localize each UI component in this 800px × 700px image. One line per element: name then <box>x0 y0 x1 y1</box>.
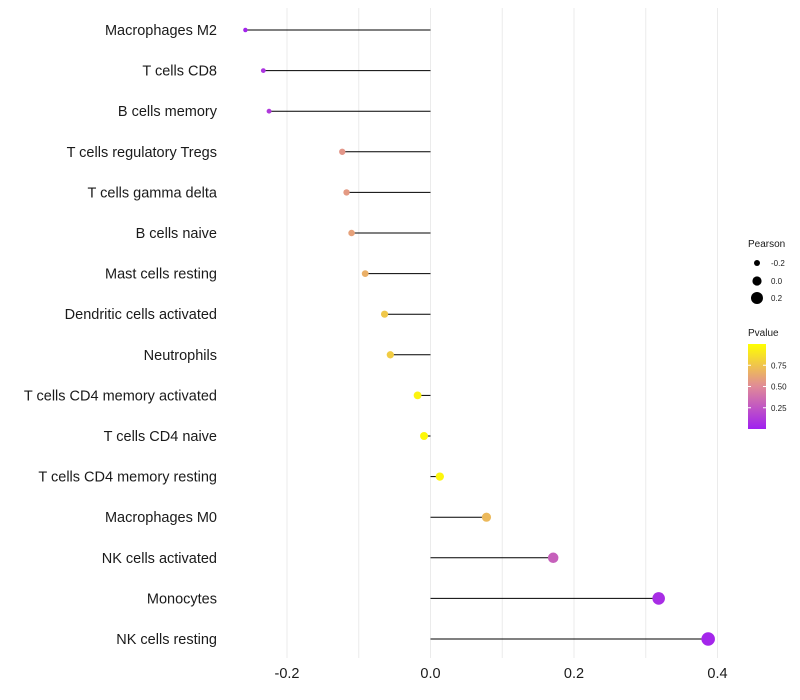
y-category-label: T cells regulatory Tregs <box>67 145 217 161</box>
y-category-label: T cells gamma delta <box>88 185 218 201</box>
size-legend-label: -0.2 <box>771 259 785 268</box>
size-legend-dot <box>754 260 760 266</box>
color-legend-title: Pvalue <box>748 328 779 339</box>
lollipop-point <box>361 270 369 277</box>
x-axis-tick-labels: -0.2 0.0 0.2 0.4 <box>275 666 728 682</box>
y-category-label: Macrophages M2 <box>105 23 217 39</box>
size-legend-label: 0.0 <box>771 277 783 286</box>
lollipop-point <box>266 108 272 114</box>
lollipop-point <box>348 229 355 237</box>
lollipop-point <box>420 432 429 440</box>
x-tick-label: 0.2 <box>564 666 584 682</box>
y-category-label: T cells CD4 memory activated <box>24 388 217 404</box>
y-category-label: T cells CD8 <box>142 64 217 80</box>
size-legend-label: 0.2 <box>771 294 783 303</box>
y-category-label: Dendritic cells activated <box>65 307 217 323</box>
y-category-label: Monocytes <box>147 591 217 607</box>
lollipop-point <box>260 68 266 73</box>
y-category-label: Neutrophils <box>144 348 217 364</box>
y-category-label: B cells naive <box>136 226 217 242</box>
lollipop-point <box>701 632 715 646</box>
legend: Pearson -0.2 0.0 0.2 Pvalue 0.25 0.50 0.75 <box>748 239 787 429</box>
color-legend-items: 0.25 0.50 0.75 <box>748 361 787 413</box>
x-tick-label: -0.2 <box>275 666 300 682</box>
x-tick-label: 0.0 <box>420 666 440 682</box>
color-legend-label: 0.50 <box>771 383 787 392</box>
lollipop-point <box>413 391 422 400</box>
size-legend-items: -0.2 0.0 0.2 <box>751 259 785 304</box>
lollipop-point <box>339 148 346 155</box>
lollipop-point <box>343 189 350 196</box>
lollipop-point <box>243 27 248 33</box>
lollipop-point <box>547 552 559 564</box>
lollipop-point <box>481 512 492 522</box>
size-legend-dot <box>751 292 763 304</box>
grid-lines <box>286 8 718 658</box>
lollipop-point <box>652 592 665 605</box>
y-category-label: B cells memory <box>118 104 218 120</box>
y-category-label: NK cells resting <box>116 632 217 648</box>
y-category-label: T cells CD4 naive <box>104 429 217 445</box>
y-category-label: T cells CD4 memory resting <box>38 470 217 486</box>
x-tick-label: 0.4 <box>707 666 727 682</box>
size-legend-title: Pearson <box>748 239 785 250</box>
lollipop-point <box>380 310 389 318</box>
y-category-label: Mast cells resting <box>105 267 217 283</box>
color-legend-label: 0.25 <box>771 404 787 413</box>
lollipop-point <box>386 351 394 359</box>
lollipop-point <box>435 472 444 481</box>
pvalue-colorbar <box>748 344 766 429</box>
lollipop-stems <box>245 29 709 640</box>
size-legend-dot <box>752 276 762 286</box>
lollipop-points <box>243 27 715 646</box>
y-axis-category-labels: Macrophages M2 T cells CD8 B cells memory T… <box>24 23 218 648</box>
y-category-label: Macrophages M0 <box>105 510 217 526</box>
y-category-label: NK cells activated <box>102 551 217 567</box>
color-legend-label: 0.75 <box>771 361 787 370</box>
